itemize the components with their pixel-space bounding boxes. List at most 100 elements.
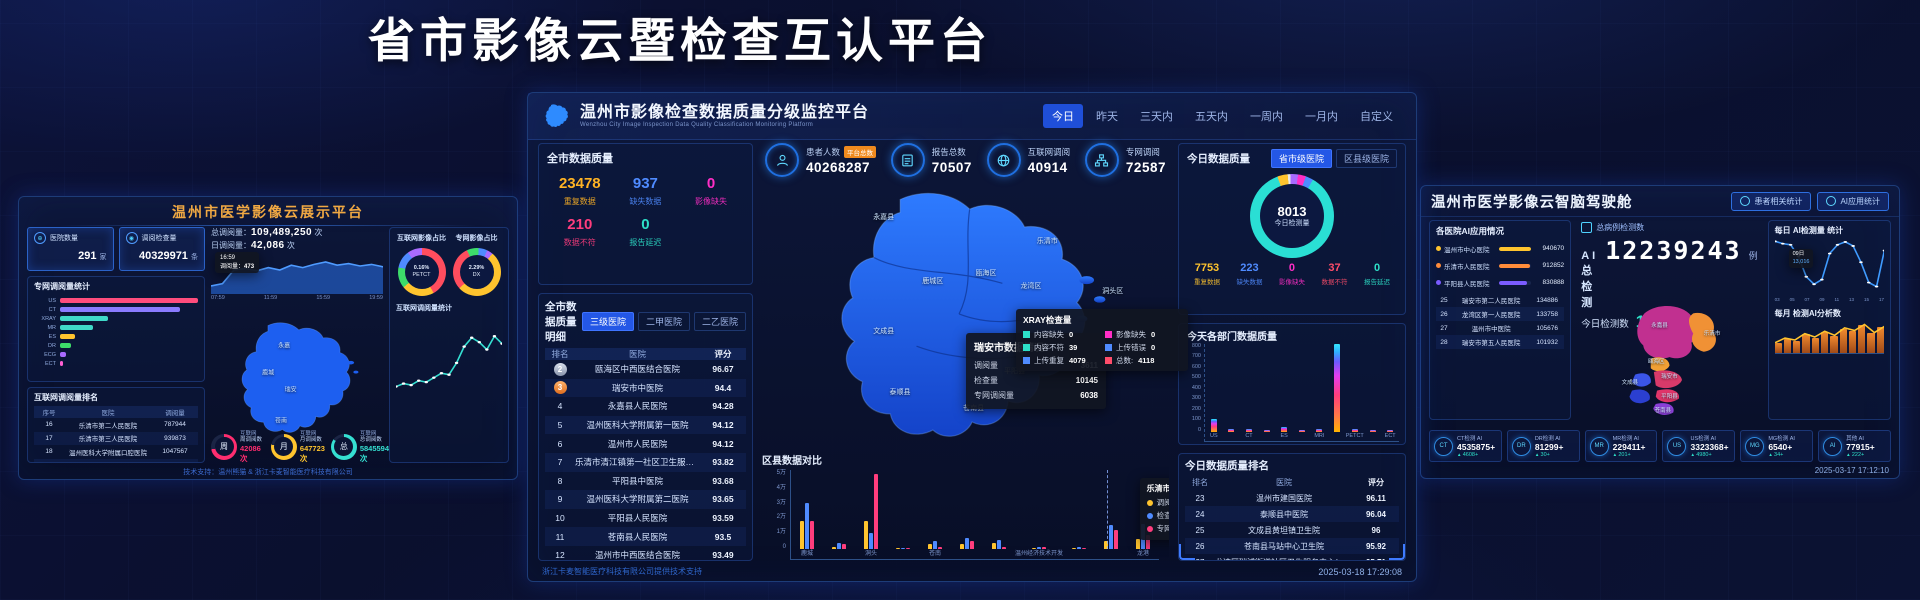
tab-自定义[interactable]: 自定义 [1360, 111, 1393, 123]
tab-二乙医院[interactable]: 二乙医院 [693, 312, 746, 331]
tab-三天内[interactable]: 三天内 [1140, 111, 1173, 123]
table-row[interactable]: 16 乐清市第二人民医院 787944 [45, 421, 186, 430]
stat-影像缺失: 0 影像缺失 [694, 175, 727, 206]
table-row[interactable]: 4 永嘉县人民医院 94.28 [557, 401, 734, 412]
table-row[interactable]: 25 瑞安市第二人民医院 134886 [1440, 296, 1559, 306]
us-icon: US [1667, 436, 1687, 456]
daily-chart-tooltip: 09日 13,016 [1788, 249, 1814, 269]
gauge-月调阅数: 月互联网 月调阅数 647723 次 [270, 431, 327, 464]
stat-报告延迟: 0 报告延迟 [629, 216, 662, 247]
tab-昨天[interactable]: 昨天 [1096, 111, 1118, 123]
table-row[interactable]: 11 苍南县人民医院 93.5 [545, 527, 746, 546]
ai-rank-row[interactable]: 乐清市人民医院 912852 [1436, 257, 1564, 274]
table-row[interactable]: 23 温州市建国医院 96.11 [1195, 493, 1386, 503]
other-ai-icon: AI [1823, 436, 1843, 456]
right-dashboard-panel: 温州市医学影像云智脑驾驶舱 患者相关统计 AI应用统计 各医院AI应用情况 温州… [1420, 185, 1900, 479]
patient-stats-button[interactable]: 患者相关统计 [1731, 191, 1812, 211]
table-row[interactable]: 27 温州市中医院 105676 [1440, 324, 1559, 334]
wenzhou-map-colored[interactable]: 永嘉县 乐清市 瓯海区 瑞安市 文成县 平阳县 苍南县 [1587, 292, 1751, 420]
ai-rank-row[interactable]: 温州市中心医院 940670 [1436, 240, 1564, 257]
table-row[interactable]: 24 泰顺县中医院 96.04 [1185, 506, 1399, 522]
tab-三级医院[interactable]: 三级医院 [581, 312, 634, 331]
table-row[interactable]: 19温州市第十人民医院979794 [34, 458, 198, 462]
tab-一月内[interactable]: 一月内 [1305, 111, 1338, 123]
district-group-温州经济技术开发: 温州经济技术开发 [1015, 470, 1063, 559]
table-row[interactable]: 3 瑞安市中医院 94.4 [545, 378, 746, 398]
hbar-US: US [34, 296, 198, 305]
district-group-苍南: 苍南 [919, 470, 951, 559]
district-group-idx9 [1095, 470, 1127, 559]
tab-一周内[interactable]: 一周内 [1250, 111, 1283, 123]
table-row[interactable]: 12 温州市中西医结合医院 93.49 [555, 550, 734, 561]
stat-缺失数据: 937 缺失数据 [629, 175, 662, 206]
table-row[interactable]: 8 平阳县中医院 93.68 [557, 475, 734, 486]
district-group-idx1 [823, 470, 855, 559]
tab-二甲医院[interactable]: 二甲医院 [637, 312, 690, 331]
table-row[interactable]: 17 乐清市第三人民医院 939873 [34, 431, 198, 445]
table-row[interactable]: 28 瑞安市第五人民医院 101932 [1436, 335, 1565, 349]
map-label-瓯海区: 瓯海区 [1647, 359, 1665, 366]
table-row[interactable]: 27龙湾区瑞浦街道社区卫生服务中心(卫生院)95.71 [1185, 554, 1399, 561]
timestamp: 2025-03-17 17:12:10 [1814, 466, 1889, 475]
private-ratio-donut[interactable]: 2.29% DX [452, 248, 501, 296]
metric-互联网调阅: 互联网调阅 40914 [986, 143, 1070, 177]
table-row[interactable]: 7 乐清市清江镇第一社区卫生服务中心 93.82 [545, 452, 746, 472]
center-panel-header: 温州市影像检查数据质量分级监控平台 Wenzhou City Image Ins… [528, 93, 1416, 140]
table-row[interactable]: 26 苍南县马站中心卫生院 95.92 [1185, 538, 1399, 554]
hospital-count-value: 291 [78, 250, 97, 262]
table-row[interactable]: 26 龙湾区第一人民医院 133758 [1436, 307, 1565, 321]
table-row[interactable]: 9 温州医科大学附属第二医院 93.65 [545, 490, 746, 509]
wenzhou-map-small[interactable]: 永嘉 鹿城 瑞安 苍南 [217, 319, 377, 439]
table-row[interactable]: 10 平阳县人民医院 93.59 [555, 513, 734, 524]
map-label-瑞安: 瑞安 [284, 387, 297, 394]
patient-icon [765, 143, 799, 177]
stat-报告延迟: 0 报告延迟 [1364, 262, 1390, 286]
district-group-洞头: 洞头 [855, 470, 887, 559]
bar-MRI: MRI [1311, 344, 1329, 441]
center-panel-subtitle: Wenzhou City Image Inspection Data Quali… [580, 122, 814, 128]
tab-区县级医院[interactable]: 区县级医院 [1335, 149, 1397, 168]
center-panel-title: 温州市影像检查数据质量分级监控平台 [580, 103, 870, 121]
wenzhou-map-main[interactable]: 瑞安市数据情况 调阅量3611检查量10145专网调阅量6038 永嘉县乐清市鹿… [761, 185, 1170, 451]
tab-省市级医院[interactable]: 省市级医院 [1270, 149, 1332, 168]
month-bar [1876, 327, 1884, 353]
month-bar [1867, 333, 1875, 353]
city-quality-panel: 全市数据质量 23478 重复数据 937 缺失数据 0 影像缺失 210 数据不符 0 报告延迟 [538, 143, 753, 285]
internet-retrieve-ranking: 互联网调阅量排名 序号 医院 调阅量 16 乐清市第二人民医院 787944 17 乐清… [27, 387, 205, 463]
table-row[interactable]: 6 温州市人民医院 94.12 [557, 438, 734, 449]
private-net-retrieve-chart: 专网调阅量统计 US CT XRAY MR ES DR ECG ECT [27, 276, 205, 382]
hbar-XRAY: XRAY [34, 314, 198, 323]
right-panel-title: 温州市医学影像云智脑驾驶舱 [1431, 194, 1633, 211]
left-dashboard-panel: 温州市医学影像云展示平台 ⊕ 医院数量 291 家 ◉ 调阅检查量 403299… [18, 196, 518, 480]
total-cases-icon [1581, 222, 1593, 233]
retrieve-totals: 总调阅量：109,489,250 次 日调阅量：42,086 次 [211, 227, 323, 251]
ai-total-label: AI 总 检 测 [1581, 250, 1599, 309]
table-row[interactable]: 25 文成县黄坦镇卫生院 96 [1195, 525, 1381, 535]
gauge-总调阅数: 总互联网 总调阅数 5845594 次 [330, 431, 389, 464]
table-row[interactable]: 18 温州医科大学附属口腔医院 1047567 [45, 448, 188, 457]
today-quality-donut[interactable]: 8013 今日检测量 [1250, 174, 1334, 258]
metric-专网调阅: 专网调阅 72587 [1084, 143, 1166, 177]
district-group-idx6 [983, 470, 1015, 559]
internet-ratio-donut[interactable]: 0.16% PETCT [397, 248, 446, 296]
district-group-idx8 [1063, 470, 1095, 559]
left-panel-title: 温州市医学影像云展示平台 [19, 202, 517, 226]
ai-rank-row[interactable]: 平阳县人民医院 830888 [1436, 274, 1564, 291]
bar-idx1 [1223, 344, 1241, 441]
tab-五天内[interactable]: 五天内 [1195, 111, 1228, 123]
month-bar [1793, 341, 1801, 353]
table-row[interactable]: 5 温州医科大学附属第一医院 94.12 [545, 415, 746, 435]
tab-今日[interactable]: 今日 [1043, 104, 1083, 128]
department-quality-panel: 今天各部门数据质量 800 700 600 500 400 300 200 100 0 US CT E… [1178, 323, 1406, 445]
gauge-周调阅数: 周互联网 周调阅数 42086 次 [211, 431, 267, 464]
ai-stats-button[interactable]: AI应用统计 [1817, 191, 1889, 211]
table-row[interactable]: 2 瓯海区中西医结合医院 96.67 [545, 360, 746, 379]
month-bar [1839, 328, 1847, 353]
